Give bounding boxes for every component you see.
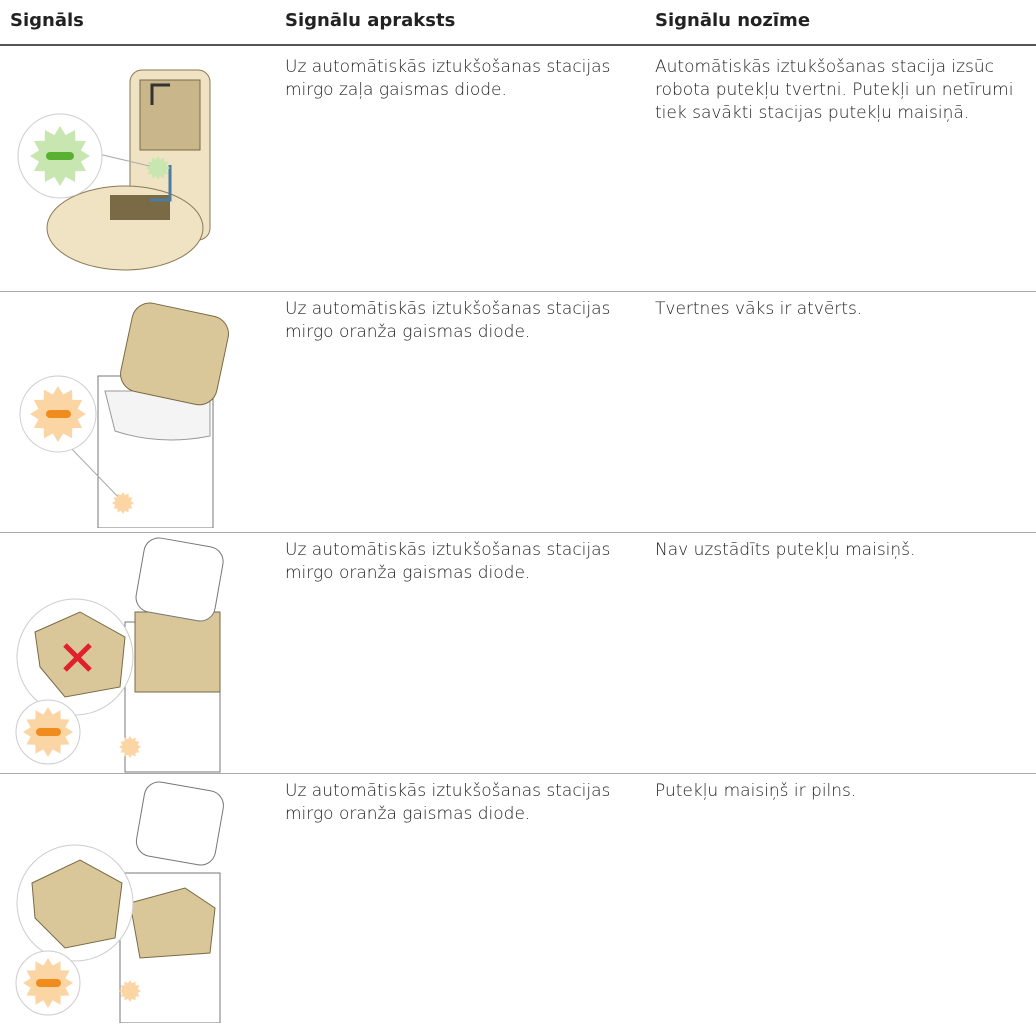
row-description: Uz automātiskās iztukšošanas stacijas mi…: [285, 299, 611, 342]
header-description: Signālu apraksts: [285, 10, 456, 31]
row-meaning: Putekļu maisiņš ir pilns.: [655, 781, 857, 801]
led-burst: [146, 156, 170, 180]
row-description: Uz automātiskās iztukšošanas stacijas mi…: [285, 57, 611, 100]
led-burst: [119, 980, 141, 1002]
illustration-emptying: [17, 69, 211, 271]
illustration-no-bag: [15, 537, 224, 773]
illustration-lid-open: [19, 302, 229, 528]
header-meaning: Signālu nozīme: [655, 10, 811, 31]
row-meaning: Automātiskās iztukšošanas stacija izsūc …: [655, 57, 1014, 123]
illustration-bag-full: [15, 781, 224, 1023]
row-separator: [0, 773, 1036, 774]
row-separator: [0, 291, 1036, 292]
header-signal: Signāls: [10, 10, 84, 31]
header-rule: [0, 44, 1036, 46]
row-meaning: Nav uzstādīts putekļu maisiņš.: [655, 540, 916, 560]
led-burst: [119, 736, 141, 758]
row-separator: [0, 532, 1036, 533]
led-burst: [112, 492, 134, 514]
row-description: Uz automātiskās iztukšošanas stacijas mi…: [285, 781, 611, 824]
row-meaning: Tvertnes vāks ir atvērts.: [655, 299, 863, 319]
row-description: Uz automātiskās iztukšošanas stacijas mi…: [285, 540, 611, 583]
